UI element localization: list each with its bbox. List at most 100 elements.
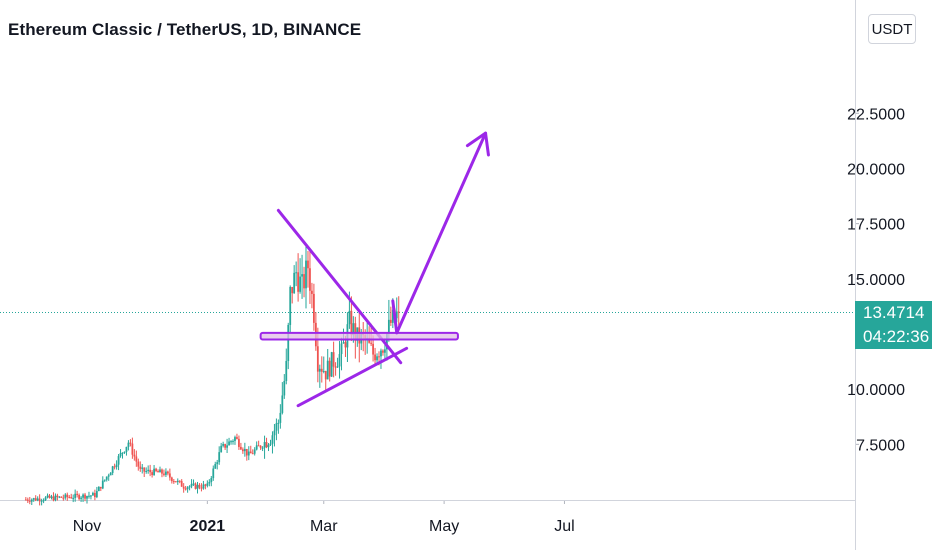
candle <box>105 476 108 482</box>
candle <box>395 297 398 323</box>
candle <box>267 443 270 452</box>
candle <box>76 490 79 498</box>
candle <box>56 493 59 501</box>
candle <box>275 418 278 441</box>
candle <box>133 449 136 461</box>
candle <box>107 473 110 481</box>
candle <box>127 440 130 451</box>
candle <box>291 286 294 304</box>
ascending-trendline-line[interactable] <box>296 346 409 408</box>
candle <box>26 497 29 504</box>
candle <box>251 449 254 455</box>
candle <box>143 467 146 477</box>
candle <box>123 451 126 454</box>
candle <box>279 404 282 429</box>
candle <box>72 494 75 503</box>
candle <box>88 491 90 499</box>
y-tick-label: 10.0000 <box>847 382 905 399</box>
candle <box>330 351 333 377</box>
candle <box>135 450 138 467</box>
candle <box>82 493 84 502</box>
candle <box>228 437 230 446</box>
candle <box>247 446 250 461</box>
candle <box>147 465 150 474</box>
candle <box>297 253 300 302</box>
candle <box>50 494 53 500</box>
candle <box>265 437 268 449</box>
candle <box>115 460 118 470</box>
x-tick-label: Jul <box>554 518 574 535</box>
x-tick-label: May <box>429 518 459 535</box>
candle <box>320 356 323 383</box>
candle <box>141 463 144 474</box>
candle <box>389 306 392 326</box>
candle <box>271 431 274 454</box>
candle <box>293 265 296 294</box>
candle <box>97 486 100 492</box>
candle <box>255 441 258 451</box>
candle <box>52 492 55 502</box>
candle <box>184 485 187 491</box>
candle <box>40 498 43 506</box>
candle <box>198 483 201 490</box>
candle <box>206 480 209 488</box>
last-price-badge: 13.4714 04:22:36 <box>855 300 932 349</box>
candle <box>157 469 159 473</box>
y-tick-label: 22.5000 <box>847 106 905 123</box>
candle <box>340 337 343 371</box>
candle <box>283 374 286 399</box>
candle <box>139 461 142 472</box>
candle <box>382 349 384 356</box>
candle <box>303 266 305 298</box>
candle <box>109 472 112 476</box>
candle <box>66 492 69 501</box>
candle <box>281 382 284 415</box>
candle <box>176 478 179 485</box>
candle <box>165 468 167 477</box>
support-zone-rect[interactable] <box>259 331 459 341</box>
candle <box>145 467 148 474</box>
candle <box>380 348 382 369</box>
candle <box>208 479 211 487</box>
candle <box>48 494 51 499</box>
candle <box>230 440 232 445</box>
candle <box>44 496 47 501</box>
candle <box>93 489 96 501</box>
candle <box>236 433 238 440</box>
candle <box>322 356 325 374</box>
y-tick-label: 7.5000 <box>856 437 905 454</box>
candle <box>261 446 264 452</box>
y-tick-label: 15.0000 <box>847 272 905 289</box>
candle <box>119 449 122 458</box>
candle <box>295 261 298 287</box>
candle <box>46 493 49 499</box>
candle <box>238 435 240 450</box>
candle <box>64 493 67 500</box>
candle <box>137 458 140 471</box>
candle <box>174 481 177 483</box>
candle <box>190 479 193 489</box>
y-tick-label: 17.5000 <box>847 217 905 234</box>
candle <box>151 470 154 478</box>
candle <box>324 370 327 392</box>
candle <box>305 243 307 309</box>
candle <box>32 497 35 502</box>
candle <box>202 480 205 490</box>
candle <box>376 353 378 363</box>
candle <box>163 469 165 477</box>
candle <box>166 470 169 476</box>
currency-button[interactable]: USDT <box>868 14 916 44</box>
candle <box>101 476 104 490</box>
candle <box>309 248 311 304</box>
projection-arrow[interactable] <box>391 131 488 335</box>
candle <box>74 489 77 502</box>
candle <box>125 446 128 456</box>
candle <box>172 478 175 484</box>
candle <box>60 496 63 498</box>
candle <box>220 442 223 453</box>
candle <box>86 495 88 504</box>
candle <box>214 461 217 469</box>
candle <box>194 482 197 490</box>
